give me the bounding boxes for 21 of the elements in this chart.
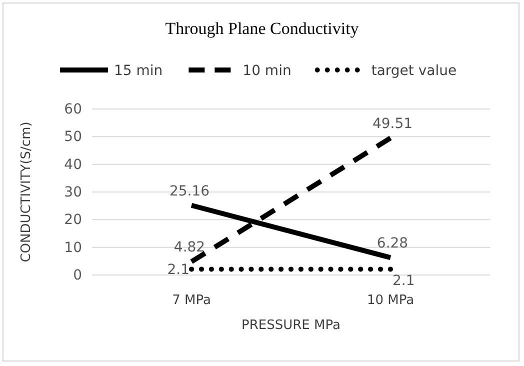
data-label: 25.16 xyxy=(169,183,210,200)
data-label: 2.1 xyxy=(167,262,190,278)
x-tick-label: 10 MPa xyxy=(366,293,414,308)
y-tick-label: 10 xyxy=(64,240,82,256)
x-tick-label: 7 MPa xyxy=(172,293,211,308)
legend-label: target value xyxy=(371,63,457,79)
y-tick-label: 0 xyxy=(73,267,82,284)
data-label: 2.1 xyxy=(392,273,415,290)
y-tick-label: 30 xyxy=(64,184,82,200)
legend-label: 15 min xyxy=(114,63,163,79)
chart-title: Through Plane Conductivity xyxy=(165,19,360,38)
x-axis-title: PRESSURE MPa xyxy=(242,318,340,333)
y-tick-label: 20 xyxy=(64,212,82,228)
data-label: 49.51 xyxy=(372,116,413,132)
data-label: 6.28 xyxy=(376,236,408,252)
y-tick-label: 50 xyxy=(64,129,82,146)
legend-label: 10 min xyxy=(242,63,292,79)
y-tick-label: 60 xyxy=(64,101,82,118)
y-tick-label: 40 xyxy=(64,156,82,173)
y-axis-title: CONDUCTIVITY(S/cm) xyxy=(19,122,34,262)
data-label: 4.82 xyxy=(174,240,206,256)
